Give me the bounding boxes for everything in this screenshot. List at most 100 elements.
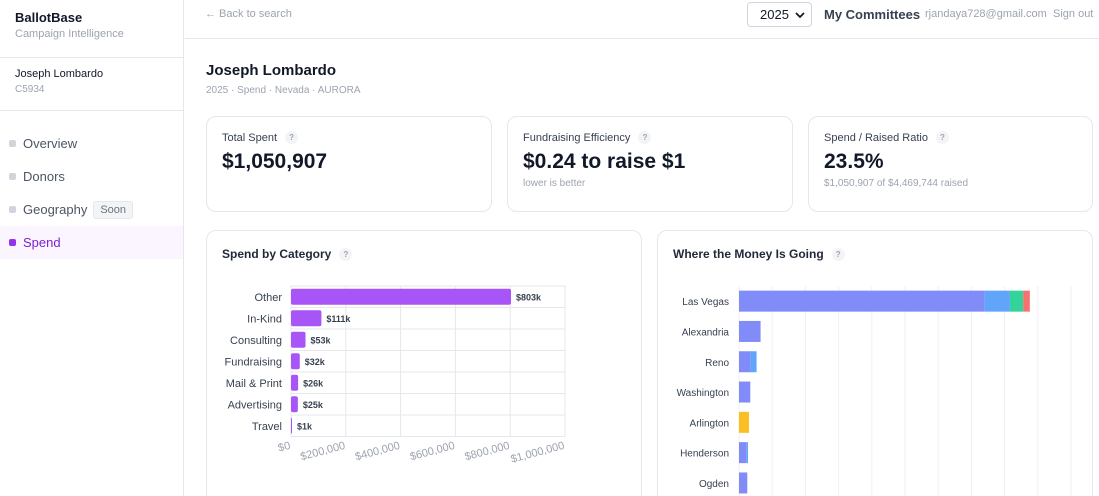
bar [291, 331, 306, 348]
bar-segment [739, 472, 748, 494]
nav-dot-icon [9, 239, 16, 246]
category-label: In-Kind [247, 313, 282, 325]
top-bar: ← Back to search 2025 My Committees rjan… [185, 0, 1099, 39]
stat-value: 23.5% [824, 150, 884, 173]
page-subtitle: 2025 · Spend · Nevada · AURORA [206, 85, 361, 96]
category-label: Other [254, 292, 282, 304]
spend-by-category-chart: Other $803k In-Kind $111k Consulting $53k Fund… [225, 285, 566, 466]
bar-segment [1009, 290, 1024, 312]
sidebar-item-donors[interactable]: Donors [0, 160, 183, 193]
sidebar-item-label: Spend [23, 235, 61, 250]
year-select[interactable]: 2025 [747, 2, 812, 27]
category-label: Fundraising [225, 356, 282, 368]
data-label: $25k [303, 400, 324, 410]
data-label: $1k [297, 421, 313, 431]
panel-title: Where the Money Is Going [673, 247, 824, 261]
candidate-block: Joseph Lombardo C5934 [0, 58, 183, 111]
data-label: $32k [305, 357, 326, 367]
panel-title-row: Spend by Category ? [222, 247, 353, 261]
bar [291, 374, 299, 391]
user-email: rjandaya728@gmail.com [925, 8, 1047, 20]
bar-segment [739, 290, 985, 312]
city-label: Reno [705, 358, 729, 369]
candidate-name: Joseph Lombardo [15, 68, 104, 80]
x-tick-label: $200,000 [299, 440, 346, 463]
stat-label: Total Spent [222, 131, 278, 144]
help-icon[interactable]: ? [339, 247, 353, 261]
city-label: Ogden [699, 479, 729, 490]
city-label: Las Vegas [682, 297, 729, 308]
bar-segment [739, 351, 751, 373]
stat-label-row: Total Spent ? [222, 131, 476, 144]
nav-dot-icon [9, 173, 16, 180]
sidebar: BallotBase Campaign Intelligence Joseph … [0, 0, 184, 496]
panel-title-row: Where the Money Is Going ? [673, 247, 845, 261]
bar [291, 417, 292, 434]
sidebar-item-label: Overview [23, 136, 78, 151]
data-label: $111k [326, 314, 351, 324]
bar-segment [739, 442, 747, 464]
stat-value: $1,050,907 [222, 150, 328, 173]
bar-segment [984, 290, 1010, 312]
stat-card-fundraising-efficiency: Fundraising Efficiency ? $0.24 to raise … [507, 116, 793, 212]
panel-spend-by-category: Spend by Category ? Other $803k In-Kind $11… [206, 230, 642, 496]
stat-label: Spend / Raised Ratio [824, 131, 928, 144]
chevron-down-icon [795, 8, 805, 25]
x-tick-label: $600,000 [409, 440, 456, 463]
help-icon[interactable]: ? [285, 131, 299, 144]
bar [291, 396, 298, 413]
bar-segment [746, 442, 748, 464]
bar-segment [1023, 290, 1030, 312]
sidebar-nav: Overview Donors Geography Soon Spend [0, 111, 183, 259]
x-tick-label: $400,000 [354, 440, 401, 463]
brand-name[interactable]: BallotBase [15, 10, 83, 25]
stat-sub: $1,050,907 of $4,469,744 raised [824, 178, 969, 189]
my-committees-link[interactable]: My Committees [824, 7, 921, 22]
category-label: Travel [252, 421, 282, 433]
help-icon[interactable]: ? [831, 247, 845, 261]
soon-badge: Soon [93, 200, 134, 219]
brand-block: BallotBase Campaign Intelligence [0, 0, 183, 58]
page-title: Joseph Lombardo [206, 62, 337, 79]
data-label: $26k [303, 378, 324, 388]
x-tick-label: $800,000 [464, 440, 511, 463]
city-label: Alexandria [682, 327, 730, 338]
bar [291, 353, 300, 370]
sidebar-item-overview[interactable]: Overview [0, 127, 183, 160]
help-icon[interactable]: ? [638, 131, 652, 144]
city-label: Henderson [680, 449, 729, 460]
help-icon[interactable]: ? [935, 131, 949, 144]
candidate-id: C5934 [15, 84, 45, 95]
sidebar-item-label: Donors [23, 169, 65, 184]
bar-segment [750, 351, 757, 373]
stat-value: $0.24 to raise $1 [523, 150, 686, 173]
bar [291, 310, 322, 327]
category-label: Mail & Print [226, 378, 282, 390]
category-label: Advertising [228, 399, 282, 411]
bar-segment [739, 381, 751, 403]
bar [291, 288, 512, 305]
where-money-going-chart: Las Vegas Alexandria Reno Washington Arlingt… [677, 286, 1072, 496]
stat-label: Fundraising Efficiency [523, 131, 631, 144]
category-label: Consulting [230, 335, 282, 347]
stat-label-row: Fundraising Efficiency ? [523, 131, 777, 144]
back-to-search-link[interactable]: ← Back to search [205, 8, 292, 20]
sidebar-item-label: Geography [23, 202, 88, 217]
nav-dot-icon [9, 140, 16, 147]
data-label: $53k [311, 335, 332, 345]
stat-card-spend-raised-ratio: Spend / Raised Ratio ? 23.5% $1,050,907 … [808, 116, 1093, 212]
bar-segment [739, 411, 749, 433]
stat-sub: lower is better [523, 178, 586, 189]
data-label: $803k [516, 292, 542, 302]
stat-card-total-spent: Total Spent ? $1,050,907 [206, 116, 492, 212]
year-select-value: 2025 [760, 7, 789, 22]
sidebar-item-geography[interactable]: Geography Soon [0, 193, 183, 226]
sidebar-item-spend[interactable]: Spend [0, 226, 183, 259]
nav-dot-icon [9, 206, 16, 213]
city-label: Arlington [690, 418, 729, 429]
stat-label-row: Spend / Raised Ratio ? [824, 131, 1077, 144]
x-tick-label: $0 [277, 440, 292, 455]
bar-segment [739, 320, 761, 342]
city-label: Washington [677, 388, 729, 399]
sign-out-link[interactable]: Sign out [1053, 8, 1094, 20]
